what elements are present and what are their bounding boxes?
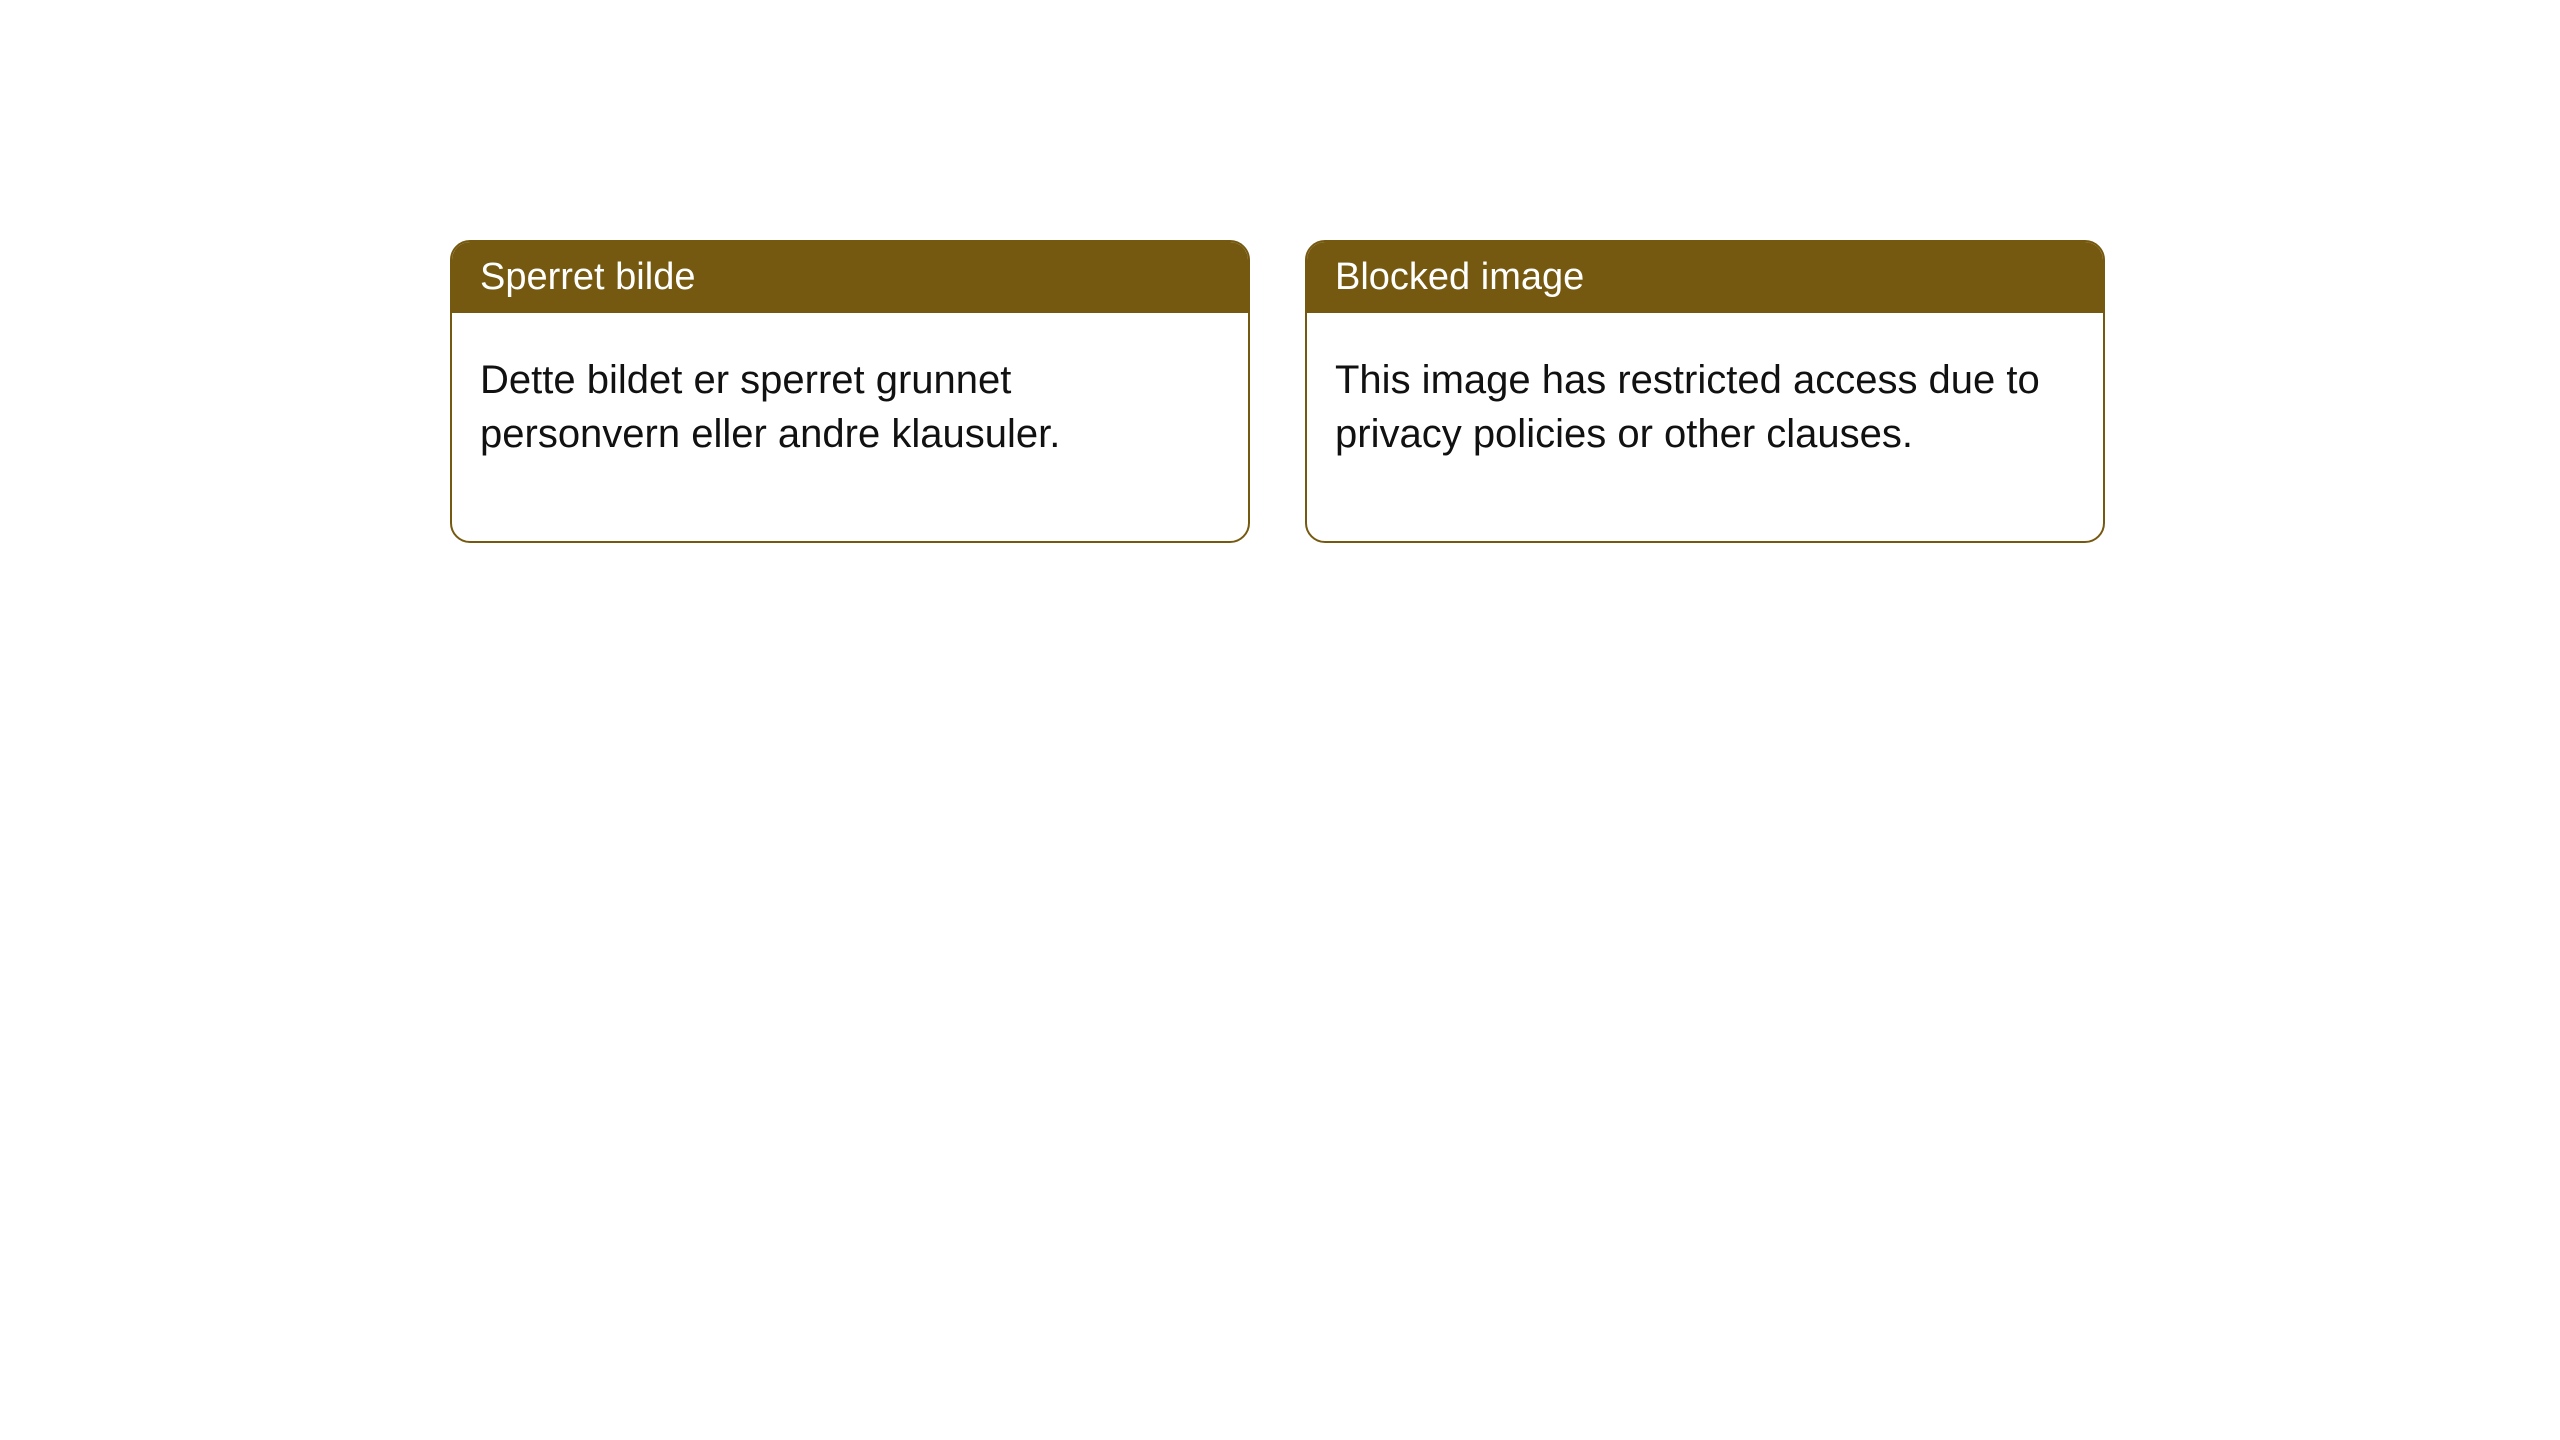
notice-body-no: Dette bildet er sperret grunnet personve… bbox=[452, 313, 1248, 541]
notice-header-en: Blocked image bbox=[1307, 242, 2103, 313]
notice-body-en: This image has restricted access due to … bbox=[1307, 313, 2103, 541]
notice-card-en: Blocked image This image has restricted … bbox=[1305, 240, 2105, 543]
notice-card-no: Sperret bilde Dette bildet er sperret gr… bbox=[450, 240, 1250, 543]
notice-header-no: Sperret bilde bbox=[452, 242, 1248, 313]
notice-container: Sperret bilde Dette bildet er sperret gr… bbox=[0, 0, 2560, 543]
